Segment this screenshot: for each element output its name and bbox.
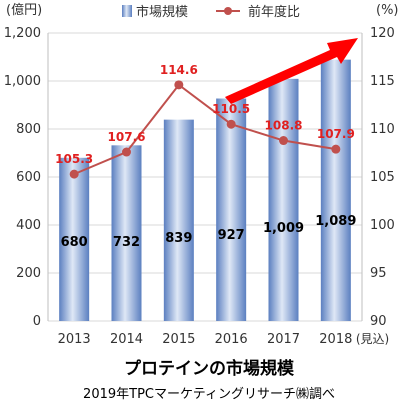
left-axis: 0 200 400 600 800 1,000 1,200 bbox=[4, 26, 41, 329]
line-series bbox=[69, 80, 341, 179]
bar-value-labels: 680 732 839 927 1,009 1,089 bbox=[61, 214, 357, 250]
line-point bbox=[279, 136, 288, 146]
legend-line-marker bbox=[224, 7, 232, 15]
line-value-label: 114.6 bbox=[160, 63, 198, 77]
x-tick-label: 2013 bbox=[58, 332, 91, 347]
line-point bbox=[226, 119, 236, 129]
line-value-label: 105.3 bbox=[55, 152, 93, 166]
bar bbox=[268, 78, 299, 321]
line-value-labels: 105.3 107.6 114.6 110.5 108.8 107.9 bbox=[55, 63, 355, 166]
gridlines bbox=[47, 32, 363, 322]
bar-value-label: 839 bbox=[165, 231, 192, 246]
line-value-label: 110.5 bbox=[212, 102, 250, 116]
line-value-label: 107.9 bbox=[317, 127, 355, 141]
bar bbox=[111, 145, 142, 321]
right-tick-label: 110 bbox=[370, 122, 395, 137]
left-tick-label: 600 bbox=[16, 170, 41, 185]
x-tick-label: 2016 bbox=[215, 332, 248, 347]
left-tick-label: 0 bbox=[33, 314, 41, 329]
trend-arrow bbox=[225, 38, 358, 104]
x-tick-label: 2015 bbox=[162, 332, 195, 347]
chart: (億円) (%) 市場規模 前年度比 0 200 400 600 800 1,000 1,2… bbox=[4, 2, 399, 347]
left-tick-label: 1,200 bbox=[4, 26, 41, 41]
right-tick-label: 95 bbox=[370, 266, 387, 281]
left-tick-label: 1,000 bbox=[4, 74, 41, 89]
right-tick-label: 100 bbox=[370, 218, 395, 233]
left-tick-label: 800 bbox=[16, 122, 41, 137]
bar-series bbox=[59, 59, 351, 322]
right-tick-label: 90 bbox=[370, 314, 387, 329]
legend-bar-swatch bbox=[122, 5, 132, 17]
left-axis-unit: (億円) bbox=[6, 2, 42, 18]
legend-line-label: 前年度比 bbox=[248, 4, 300, 20]
bar bbox=[216, 98, 247, 322]
line-value-label: 108.8 bbox=[265, 119, 303, 133]
line-point bbox=[122, 147, 131, 157]
line-point bbox=[69, 169, 79, 179]
right-tick-label: 105 bbox=[370, 170, 395, 185]
series-line bbox=[73, 83, 336, 176]
legend: 市場規模 前年度比 bbox=[122, 4, 300, 20]
line-point bbox=[174, 80, 184, 90]
right-tick-label: 120 bbox=[370, 26, 395, 41]
bar-value-label: 1,009 bbox=[263, 221, 304, 236]
bar-value-label: 1,089 bbox=[315, 214, 356, 229]
bar-value-label: 680 bbox=[61, 235, 88, 250]
right-axis-unit: (%) bbox=[376, 3, 399, 18]
right-tick-label: 115 bbox=[370, 74, 395, 89]
bar bbox=[163, 119, 194, 321]
bar bbox=[59, 157, 90, 321]
legend-bar-label: 市場規模 bbox=[136, 4, 188, 20]
x-axis-suffix: (見込) bbox=[356, 332, 389, 346]
bar bbox=[320, 59, 351, 321]
trend-arrow-shape bbox=[225, 38, 358, 104]
bar-value-label: 927 bbox=[218, 228, 245, 243]
chart-title: プロテインの市場規模 bbox=[124, 359, 294, 379]
left-tick-label: 400 bbox=[16, 218, 41, 233]
x-tick-label: 2014 bbox=[110, 332, 143, 347]
bar-value-label: 732 bbox=[113, 235, 140, 250]
x-tick-label: 2017 bbox=[267, 332, 300, 347]
line-value-label: 107.6 bbox=[108, 130, 146, 144]
left-tick-label: 200 bbox=[16, 266, 41, 281]
right-axis: 90 95 100 105 110 115 120 bbox=[370, 26, 395, 329]
x-tick-label: 2018 bbox=[319, 332, 352, 347]
x-axis: 2013 2014 2015 2016 2017 2018 (見込) bbox=[58, 332, 390, 347]
line-point bbox=[331, 144, 341, 154]
chart-source: 2019年TPCマーケティングリサーチ㈱調べ bbox=[83, 387, 335, 402]
